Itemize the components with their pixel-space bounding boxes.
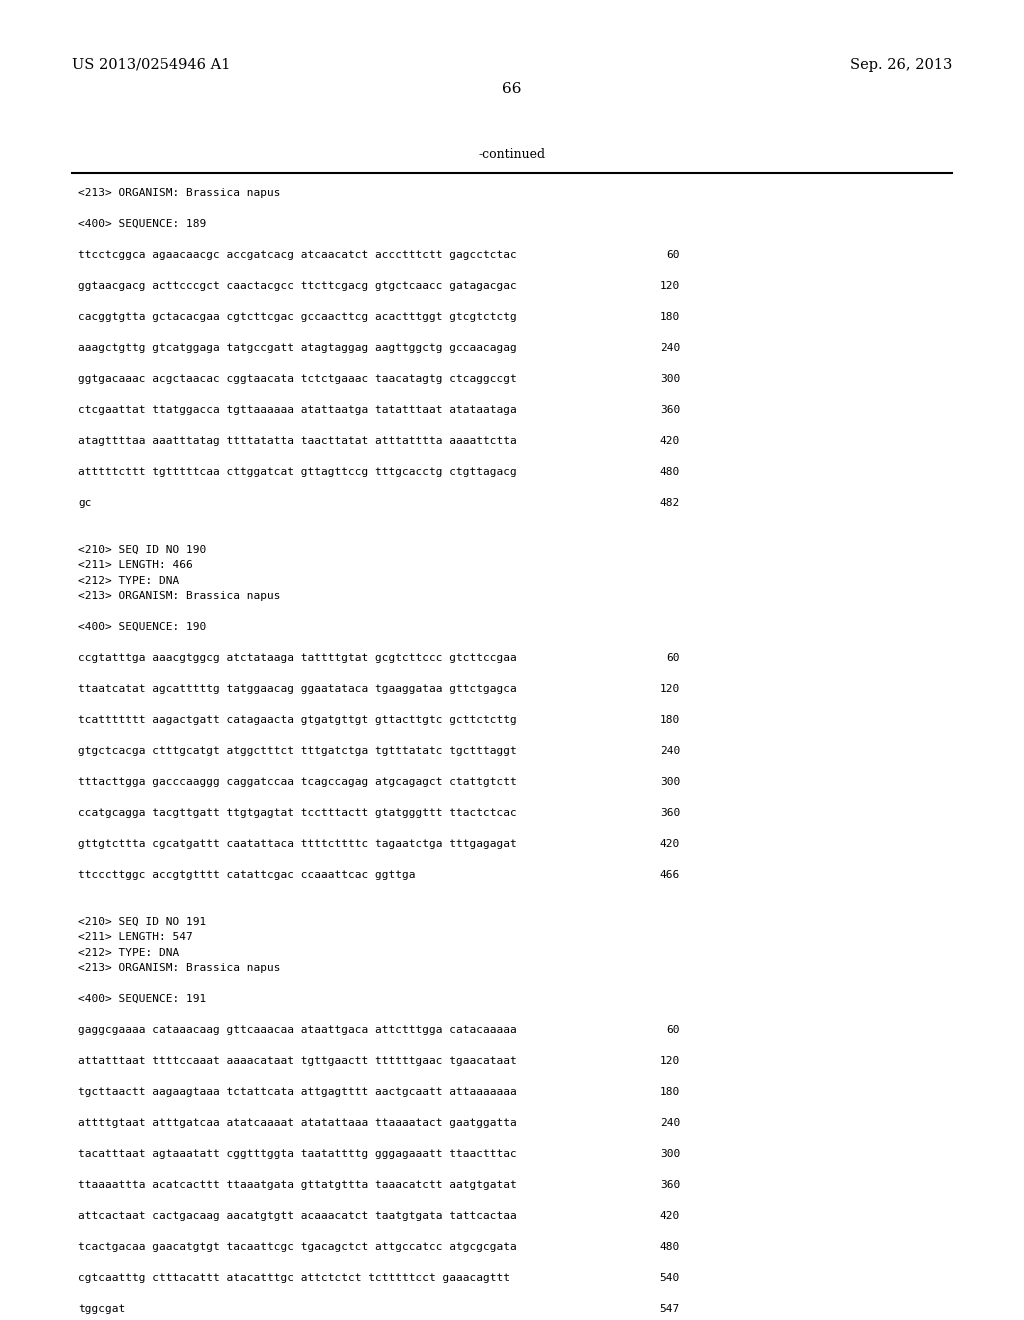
Text: 60: 60 [667, 1026, 680, 1035]
Text: <213> ORGANISM: Brassica napus: <213> ORGANISM: Brassica napus [78, 591, 281, 601]
Text: gc: gc [78, 498, 91, 508]
Text: gttgtcttta cgcatgattt caatattaca ttttcttttc tagaatctga tttgagagat: gttgtcttta cgcatgattt caatattaca ttttctt… [78, 840, 517, 849]
Text: gtgctcacga ctttgcatgt atggctttct tttgatctga tgtttatatc tgctttaggt: gtgctcacga ctttgcatgt atggctttct tttgatc… [78, 746, 517, 756]
Text: <210> SEQ ID NO 191: <210> SEQ ID NO 191 [78, 916, 206, 927]
Text: -continued: -continued [478, 148, 546, 161]
Text: <213> ORGANISM: Brassica napus: <213> ORGANISM: Brassica napus [78, 964, 281, 973]
Text: ggtaacgacg acttcccgct caactacgcc ttcttcgacg gtgctcaacc gatagacgac: ggtaacgacg acttcccgct caactacgcc ttcttcg… [78, 281, 517, 290]
Text: Sep. 26, 2013: Sep. 26, 2013 [850, 58, 952, 73]
Text: 120: 120 [659, 684, 680, 694]
Text: <213> ORGANISM: Brassica napus: <213> ORGANISM: Brassica napus [78, 187, 281, 198]
Text: cgtcaatttg ctttacattt atacatttgc attctctct tctttttcct gaaacagttt: cgtcaatttg ctttacattt atacatttgc attctct… [78, 1272, 510, 1283]
Text: <400> SEQUENCE: 190: <400> SEQUENCE: 190 [78, 622, 206, 632]
Text: tggcgat: tggcgat [78, 1304, 125, 1313]
Text: ccgtatttga aaacgtggcg atctataaga tattttgtat gcgtcttccc gtcttccgaa: ccgtatttga aaacgtggcg atctataaga tattttg… [78, 653, 517, 663]
Text: atttttcttt tgtttttcaa cttggatcat gttagttccg tttgcacctg ctgttagacg: atttttcttt tgtttttcaa cttggatcat gttagtt… [78, 467, 517, 477]
Text: 360: 360 [659, 1180, 680, 1191]
Text: 120: 120 [659, 1056, 680, 1067]
Text: <400> SEQUENCE: 189: <400> SEQUENCE: 189 [78, 219, 206, 228]
Text: 180: 180 [659, 312, 680, 322]
Text: attcactaat cactgacaag aacatgtgtt acaaacatct taatgtgata tattcactaa: attcactaat cactgacaag aacatgtgtt acaaaca… [78, 1210, 517, 1221]
Text: 466: 466 [659, 870, 680, 880]
Text: 420: 420 [659, 840, 680, 849]
Text: tgcttaactt aagaagtaaa tctattcata attgagtttt aactgcaatt attaaaaaaa: tgcttaactt aagaagtaaa tctattcata attgagt… [78, 1086, 517, 1097]
Text: 420: 420 [659, 1210, 680, 1221]
Text: <212> TYPE: DNA: <212> TYPE: DNA [78, 948, 179, 957]
Text: tacatttaat agtaaatatt cggtttggta taatattttg gggagaaatt ttaactttac: tacatttaat agtaaatatt cggtttggta taatatt… [78, 1148, 517, 1159]
Text: 60: 60 [667, 249, 680, 260]
Text: ggtgacaaac acgctaacac cggtaacata tctctgaaac taacatagtg ctcaggccgt: ggtgacaaac acgctaacac cggtaacata tctctga… [78, 374, 517, 384]
Text: 60: 60 [667, 653, 680, 663]
Text: 120: 120 [659, 281, 680, 290]
Text: <212> TYPE: DNA: <212> TYPE: DNA [78, 576, 179, 586]
Text: ctcgaattat ttatggacca tgttaaaaaa atattaatga tatatttaat atataataga: ctcgaattat ttatggacca tgttaaaaaa atattaa… [78, 405, 517, 414]
Text: ttcctcggca agaacaacgc accgatcacg atcaacatct accctttctt gagcctctac: ttcctcggca agaacaacgc accgatcacg atcaaca… [78, 249, 517, 260]
Text: 482: 482 [659, 498, 680, 508]
Text: <210> SEQ ID NO 190: <210> SEQ ID NO 190 [78, 544, 206, 554]
Text: gaggcgaaaa cataaacaag gttcaaacaa ataattgaca attctttgga catacaaaaa: gaggcgaaaa cataaacaag gttcaaacaa ataattg… [78, 1026, 517, 1035]
Text: attatttaat ttttccaaat aaaacataat tgttgaactt ttttttgaac tgaacataat: attatttaat ttttccaaat aaaacataat tgttgaa… [78, 1056, 517, 1067]
Text: ttcccttggc accgtgtttt catattcgac ccaaattcac ggttga: ttcccttggc accgtgtttt catattcgac ccaaatt… [78, 870, 416, 880]
Text: attttgtaat atttgatcaa atatcaaaat atatattaaa ttaaaatact gaatggatta: attttgtaat atttgatcaa atatcaaaat atatatt… [78, 1118, 517, 1129]
Text: 66: 66 [502, 82, 522, 96]
Text: aaagctgttg gtcatggaga tatgccgatt atagtaggag aagttggctg gccaacagag: aaagctgttg gtcatggaga tatgccgatt atagtag… [78, 343, 517, 352]
Text: 240: 240 [659, 746, 680, 756]
Text: cacggtgtta gctacacgaa cgtcttcgac gccaacttcg acactttggt gtcgtctctg: cacggtgtta gctacacgaa cgtcttcgac gccaact… [78, 312, 517, 322]
Text: 480: 480 [659, 1242, 680, 1251]
Text: <211> LENGTH: 547: <211> LENGTH: 547 [78, 932, 193, 942]
Text: 240: 240 [659, 343, 680, 352]
Text: <211> LENGTH: 466: <211> LENGTH: 466 [78, 560, 193, 570]
Text: 480: 480 [659, 467, 680, 477]
Text: 420: 420 [659, 436, 680, 446]
Text: tcattttttt aagactgatt catagaacta gtgatgttgt gttacttgtc gcttctcttg: tcattttttt aagactgatt catagaacta gtgatgt… [78, 715, 517, 725]
Text: ttaaaattta acatcacttt ttaaatgata gttatgttta taaacatctt aatgtgatat: ttaaaattta acatcacttt ttaaatgata gttatgt… [78, 1180, 517, 1191]
Text: 180: 180 [659, 1086, 680, 1097]
Text: 300: 300 [659, 1148, 680, 1159]
Text: ttaatcatat agcatttttg tatggaacag ggaatataca tgaaggataa gttctgagca: ttaatcatat agcatttttg tatggaacag ggaatat… [78, 684, 517, 694]
Text: atagttttaa aaatttatag ttttatatta taacttatat atttatttta aaaattctta: atagttttaa aaatttatag ttttatatta taactta… [78, 436, 517, 446]
Text: <400> SEQUENCE: 191: <400> SEQUENCE: 191 [78, 994, 206, 1005]
Text: 180: 180 [659, 715, 680, 725]
Text: ccatgcagga tacgttgatt ttgtgagtat tcctttactt gtatgggttt ttactctcac: ccatgcagga tacgttgatt ttgtgagtat tccttta… [78, 808, 517, 818]
Text: 300: 300 [659, 374, 680, 384]
Text: 540: 540 [659, 1272, 680, 1283]
Text: 300: 300 [659, 777, 680, 787]
Text: 360: 360 [659, 808, 680, 818]
Text: US 2013/0254946 A1: US 2013/0254946 A1 [72, 58, 230, 73]
Text: tcactgacaa gaacatgtgt tacaattcgc tgacagctct attgccatcc atgcgcgata: tcactgacaa gaacatgtgt tacaattcgc tgacagc… [78, 1242, 517, 1251]
Text: tttacttgga gacccaaggg caggatccaa tcagccagag atgcagagct ctattgtctt: tttacttgga gacccaaggg caggatccaa tcagcca… [78, 777, 517, 787]
Text: 360: 360 [659, 405, 680, 414]
Text: 240: 240 [659, 1118, 680, 1129]
Text: 547: 547 [659, 1304, 680, 1313]
